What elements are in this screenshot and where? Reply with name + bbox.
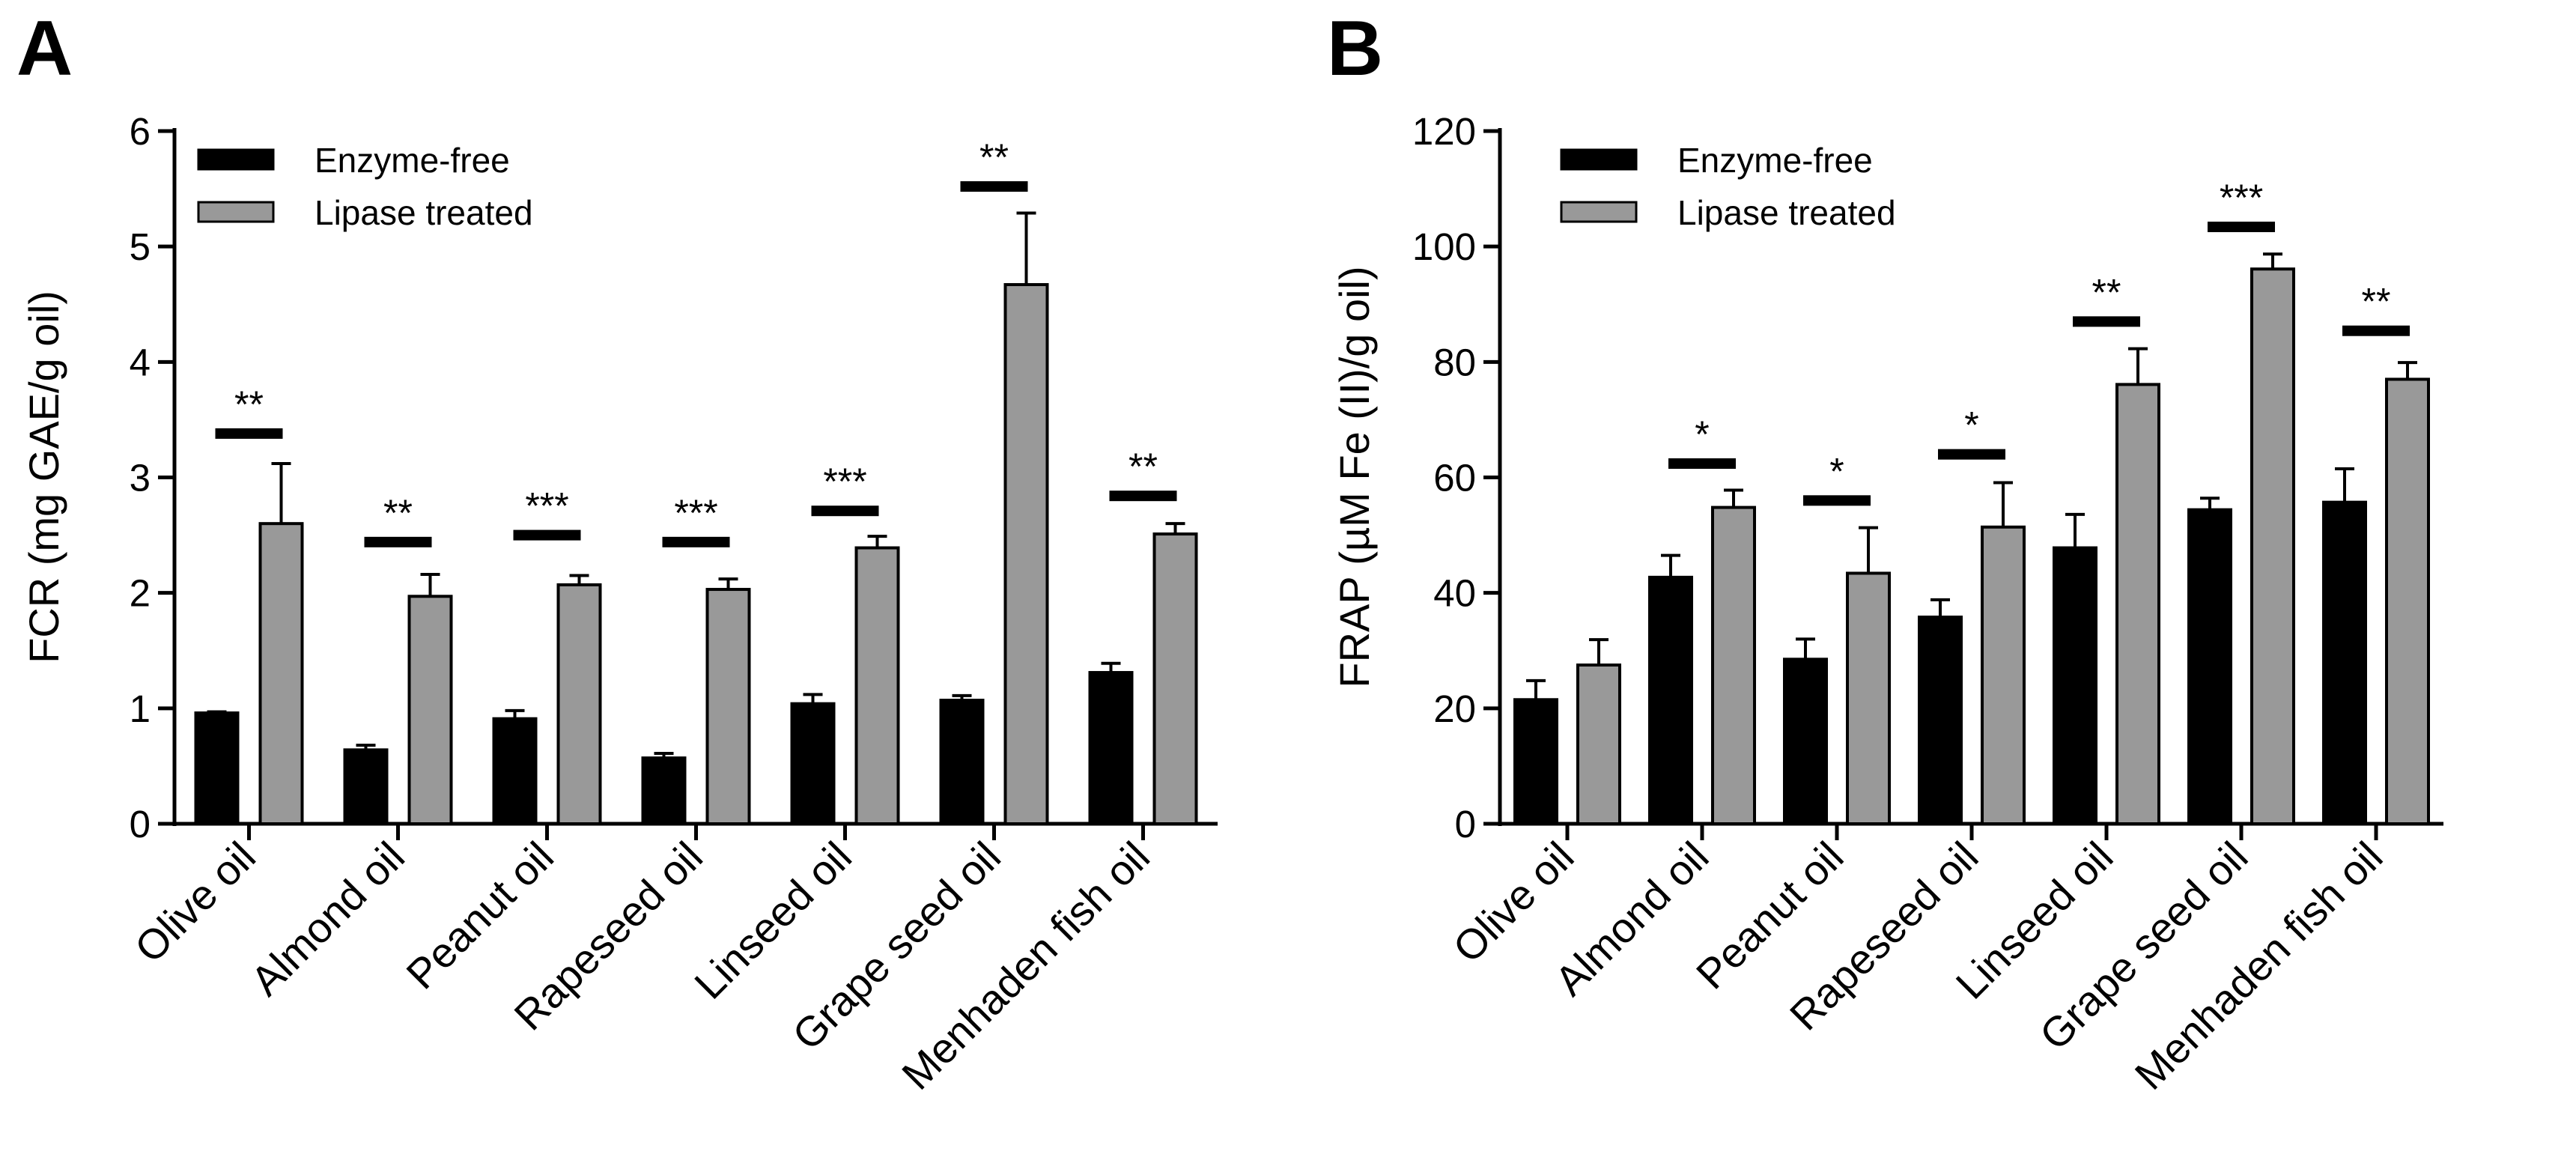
x-tick-label-olive-oil: Olive oil: [1444, 833, 1582, 971]
bar-lipase-treated-rapeseed-oil: [705, 588, 751, 826]
bar-lipase-treated-grape-seed-oil: [1003, 283, 1049, 825]
significance-label-grape-seed-oil: **: [979, 136, 1009, 178]
significance-label-rapeseed-oil: ***: [674, 492, 717, 534]
significance-label-menhaden-fish-oil: **: [2362, 281, 2391, 323]
significance-label-rapeseed-oil: *: [1964, 404, 1978, 446]
panel-a-bars: **** *** **********: [194, 136, 1198, 826]
bar-lipase-treated-menhaden-fish-oil: [1152, 532, 1198, 826]
bar-enzyme-free-olive-oil: [1513, 698, 1558, 825]
y-tick-label: 2: [130, 572, 151, 615]
legend-swatch-enzyme-free: [197, 148, 275, 171]
x-tick-label-menhaden-fish-oil: Menhaden fish oil: [893, 833, 1158, 1099]
y-tick-label: 60: [1433, 457, 1476, 500]
bar-lipase-treated-menhaden-fish-oil: [2385, 377, 2430, 826]
significance-bar-rapeseed-oil: [662, 536, 730, 547]
panel-a-y-axis-label: FCR (mg GAE/g oil): [20, 291, 67, 664]
bar-lipase-treated-almond-oil: [1711, 505, 1756, 825]
significance-label-menhaden-fish-oil: **: [1128, 446, 1158, 488]
bar-enzyme-free-linseed-oil: [790, 702, 836, 826]
significance-label-peanut-oil: *: [1829, 450, 1844, 492]
y-tick-label: 5: [130, 225, 151, 268]
bar-enzyme-free-grape-seed-oil: [939, 699, 985, 826]
panel-b-letter: B: [1327, 5, 1383, 92]
legend-label-enzyme-free: Enzyme-free: [1677, 141, 1873, 180]
significance-bar-peanut-oil: [513, 529, 581, 541]
significance-label-peanut-oil: ***: [525, 485, 568, 527]
significance-bar-olive-oil: [215, 428, 283, 439]
bar-enzyme-free-almond-oil: [343, 748, 389, 825]
panel-a: A FCR (mg GAE/g oil) 0 1 2 3 4 5 6 Olive oilAlm…: [16, 5, 1218, 1099]
significance-bar-peanut-oil: [1803, 495, 1871, 506]
panel-b-bars: **********: [1513, 177, 2430, 826]
bar-enzyme-free-rapeseed-oil: [1918, 616, 1963, 826]
significance-bar-grape-seed-oil: [960, 181, 1028, 192]
legend-swatch-lipase-treated: [1560, 201, 1638, 223]
legend-swatch-lipase-treated: [197, 201, 275, 223]
y-tick-label: 0: [130, 803, 151, 845]
legend-swatch-enzyme-free: [1560, 148, 1638, 171]
significance-label-linseed-oil: ***: [823, 461, 866, 503]
significance-bar-rapeseed-oil: [1938, 449, 2005, 460]
bar-lipase-treated-olive-oil: [1576, 664, 1621, 825]
legend-label-enzyme-free: Enzyme-free: [315, 141, 510, 180]
significance-label-almond-oil: **: [383, 492, 413, 534]
bar-lipase-treated-olive-oil: [258, 522, 304, 826]
panel-b: B FRAP (µM Fe (II)/g oil) 0 20 40 60 80 100 12…: [1327, 5, 2443, 1099]
bar-lipase-treated-peanut-oil: [1846, 571, 1891, 825]
significance-label-grape-seed-oil: ***: [2220, 177, 2263, 219]
significance-bar-menhaden-fish-oil: [2342, 325, 2410, 336]
bar-lipase-treated-rapeseed-oil: [1981, 525, 2026, 826]
significance-bar-almond-oil: [364, 536, 432, 547]
panel-a-letter: A: [16, 5, 73, 92]
bar-enzyme-free-grape-seed-oil: [2187, 508, 2232, 826]
x-tick-label-olive-oil: Olive oil: [126, 833, 264, 971]
bar-lipase-treated-almond-oil: [407, 595, 453, 826]
panel-b-y-axis-label: FRAP (µM Fe (II)/g oil): [1331, 266, 1378, 687]
y-tick-label: 3: [130, 457, 151, 500]
x-tick-label-menhaden-fish-oil: Menhaden fish oil: [2126, 833, 2392, 1099]
y-tick-label: 120: [1412, 110, 1476, 153]
x-tick-label-almond-oil: Almond oil: [242, 833, 413, 1004]
y-tick-label: 20: [1433, 687, 1476, 730]
bar-enzyme-free-peanut-oil: [1783, 658, 1828, 825]
significance-bar-linseed-oil: [811, 505, 879, 517]
bar-enzyme-free-olive-oil: [194, 711, 240, 825]
bar-lipase-treated-grape-seed-oil: [2250, 267, 2295, 825]
significance-bar-almond-oil: [1668, 458, 1736, 469]
y-tick-label: 40: [1433, 572, 1476, 615]
bar-enzyme-free-menhaden-fish-oil: [1088, 671, 1134, 826]
y-tick-label: 6: [130, 110, 151, 153]
bar-lipase-treated-linseed-oil: [2115, 383, 2160, 825]
significance-label-linseed-oil: **: [2092, 271, 2121, 313]
significance-bar-linseed-oil: [2073, 316, 2140, 327]
y-tick-label: 100: [1412, 225, 1476, 268]
legend-label-lipase-treated: Lipase treated: [1677, 193, 1896, 232]
legend-label-lipase-treated: Lipase treated: [315, 193, 533, 232]
significance-bar-menhaden-fish-oil: [1109, 491, 1177, 502]
y-tick-label: 4: [130, 341, 151, 383]
significance-label-olive-oil: **: [234, 383, 264, 425]
bar-enzyme-free-rapeseed-oil: [641, 756, 687, 825]
panel-a-legend: Enzyme-free Lipase treated: [197, 141, 533, 232]
y-tick-label: 80: [1433, 341, 1476, 383]
bar-enzyme-free-linseed-oil: [2053, 546, 2097, 826]
significance-bar-grape-seed-oil: [2208, 221, 2275, 232]
bar-lipase-treated-peanut-oil: [556, 583, 602, 825]
y-tick-label: 0: [1455, 803, 1476, 845]
bar-lipase-treated-linseed-oil: [854, 546, 900, 826]
bar-enzyme-free-menhaden-fish-oil: [2322, 500, 2367, 825]
panel-b-legend: Enzyme-free Lipase treated: [1560, 141, 1896, 232]
bar-enzyme-free-almond-oil: [1648, 575, 1693, 826]
significance-label-almond-oil: *: [1695, 413, 1709, 455]
y-tick-label: 1: [130, 687, 151, 730]
bar-enzyme-free-peanut-oil: [492, 717, 538, 825]
